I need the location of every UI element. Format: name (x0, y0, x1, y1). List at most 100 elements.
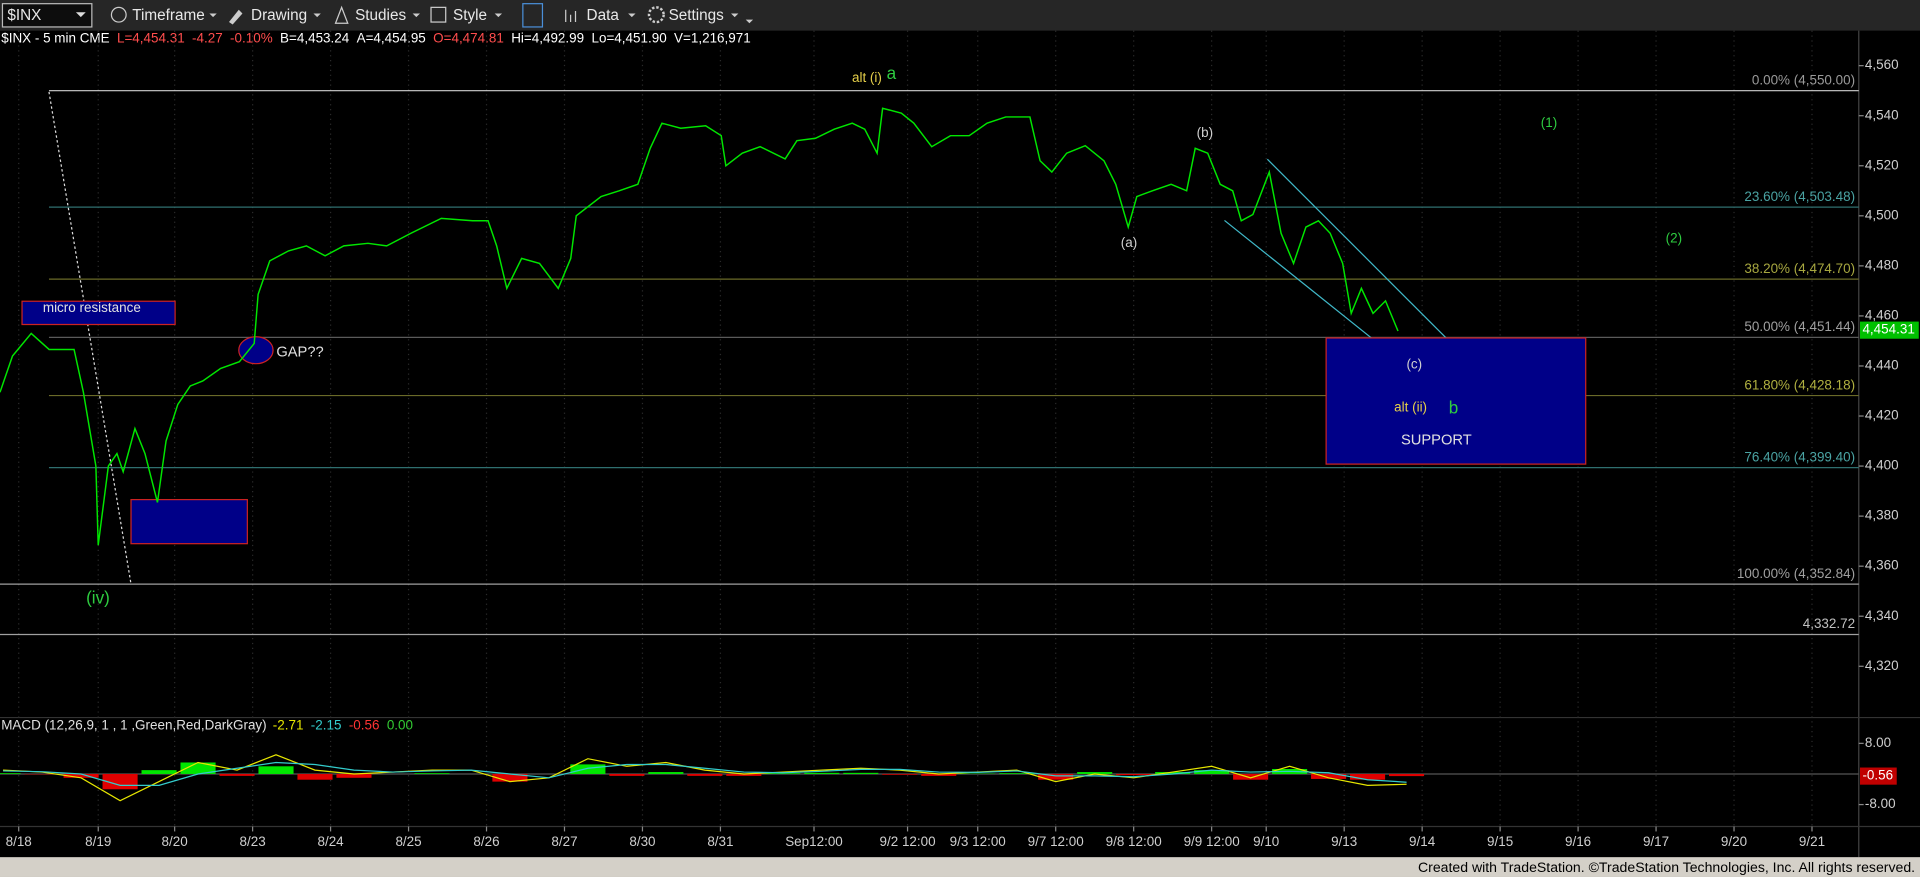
macd-readout: -0.56 (349, 718, 380, 733)
info-text: -0.10% (230, 31, 273, 46)
toolbar-item[interactable]: Drawing (251, 7, 307, 24)
macd-readout: -2.15 (311, 718, 342, 733)
info-text: V=1,216,971 (674, 31, 751, 46)
support-box (1325, 337, 1587, 465)
drawing-icon (228, 9, 243, 25)
dropdown-arrow (75, 12, 86, 18)
histogram-bar (492, 773, 528, 782)
info-text: B=4,453.24 (280, 31, 350, 46)
x-tick-label: 9/14 (1409, 834, 1436, 849)
histogram-bar (1311, 773, 1347, 779)
level-label: 38.20% (4,474.70) (1744, 261, 1855, 276)
toolbar-item[interactable]: Style (453, 7, 487, 24)
x-tick-label: Sep12:00 (785, 834, 843, 849)
x-tick-label: 9/16 (1565, 834, 1591, 849)
annotation: SUPPORT (1401, 433, 1472, 449)
toolbar-item[interactable]: Timeframe (132, 7, 205, 24)
dropdown-arrow (412, 13, 420, 18)
x-tick-label: 9/17 (1643, 834, 1669, 849)
annotation: GAP?? (276, 345, 323, 361)
toolbar-item[interactable]: Data (587, 7, 620, 24)
histogram-bar (648, 772, 684, 774)
price-line (0, 107, 1399, 546)
x-tick-label: 9/10 (1253, 834, 1279, 849)
toolbar-item[interactable]: Settings (669, 7, 725, 24)
level-label: 76.40% (4,399.40) (1744, 449, 1855, 464)
macd-title: MACD (12,26,9, 1 , 1 ,Green,Red,DarkGray… (1, 718, 266, 733)
x-tick-label: 8/20 (162, 834, 188, 849)
resistance-box (21, 300, 176, 326)
macd-readout: 0.00 (387, 718, 413, 733)
level-label: 100.00% (4,352.84) (1737, 566, 1855, 581)
y-tick-label: 4,420 (1865, 408, 1899, 423)
info-text: -4.27 (192, 31, 223, 46)
studies-icon (334, 5, 349, 24)
x-tick-label: 8/18 (6, 834, 32, 849)
info-text: A=4,454.95 (357, 31, 426, 46)
macd-readout: -2.71 (273, 718, 304, 733)
x-tick-label: 9/2 12:00 (880, 834, 936, 849)
last-value-label: -0.56 (1862, 768, 1893, 783)
dropdown-arrow (731, 13, 754, 24)
x-tick-label: 8/30 (629, 834, 655, 849)
y-tick-label: -8.00 (1865, 796, 1896, 811)
zone-box (130, 498, 248, 545)
histogram-bar (999, 773, 1035, 774)
x-tick-label: 9/21 (1799, 834, 1825, 849)
toolbar-item[interactable]: Studies (355, 7, 406, 24)
y-tick-label: 4,500 (1865, 207, 1899, 222)
y-tick-label: 4,460 (1865, 307, 1899, 322)
level-label: 61.80% (4,428.18) (1744, 377, 1855, 392)
settings-icon (647, 6, 665, 24)
annotation: (a) (1121, 235, 1137, 250)
info-text: Hi=4,492.99 (511, 31, 584, 46)
symbol-box[interactable] (1, 3, 93, 28)
histogram-bar (687, 773, 723, 776)
footer-bar (0, 857, 1920, 877)
histogram-bar (804, 772, 840, 774)
info-text: L=4,454.31 (117, 31, 185, 46)
level-label: 50.00% (4,451.44) (1744, 319, 1855, 334)
dropdown-arrow (628, 13, 636, 18)
level-label: 23.60% (4,503.48) (1744, 189, 1855, 204)
y-tick-label: 4,440 (1865, 358, 1899, 373)
x-tick-label: 8/25 (395, 834, 421, 849)
footer: Created with TradeStation. ©TradeStation… (1418, 859, 1915, 875)
histogram-bar (1233, 773, 1269, 780)
symbol[interactable]: $INX (7, 7, 41, 24)
histogram-bar (843, 772, 879, 774)
y-tick-label: 4,520 (1865, 157, 1899, 172)
channel-line (1266, 158, 1464, 356)
x-tick-label: 8/19 (85, 834, 111, 849)
x-tick-label: 9/15 (1487, 834, 1513, 849)
timeframe-icon (110, 6, 127, 23)
histogram-bar (1038, 773, 1074, 780)
histogram-bar (1077, 772, 1113, 774)
gap-marker (238, 336, 274, 365)
histogram-bar (297, 773, 333, 780)
histogram-bar (765, 773, 801, 774)
last-price-label: 4,454.31 (1862, 322, 1914, 337)
y-tick-label: 4,540 (1865, 107, 1899, 122)
x-tick-label: 8/26 (473, 834, 499, 849)
histogram-bar (1116, 773, 1152, 776)
x-tick-label: 8/23 (240, 834, 266, 849)
last-price-box (1860, 321, 1919, 339)
histogram-bar (0, 773, 21, 774)
histogram-bar (414, 773, 450, 774)
layout-icon[interactable] (522, 3, 544, 28)
info-text: $INX - 5 min CME (1, 31, 109, 46)
histogram-bar (258, 766, 294, 774)
histogram-bar (921, 773, 957, 776)
histogram-bar (180, 762, 216, 774)
dropdown-arrow (313, 13, 321, 18)
annotation: (1) (1541, 115, 1557, 130)
info-text: O=4,474.81 (433, 31, 504, 46)
histogram-bar (1194, 770, 1230, 774)
histogram-bar (726, 773, 762, 776)
y-tick-label: 4,400 (1865, 458, 1899, 473)
data-icon (565, 9, 577, 23)
